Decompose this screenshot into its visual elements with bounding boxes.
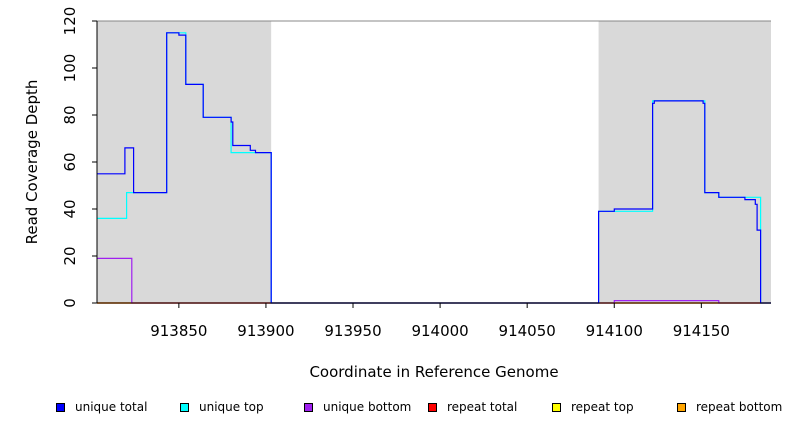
legend-swatch (180, 402, 189, 412)
legend-item-unique-top: unique top (180, 400, 264, 414)
y-tick-label: 120 (61, 7, 79, 36)
x-tick-label: 914050 (499, 322, 556, 340)
legend-label: repeat top (571, 400, 634, 414)
x-tick-label: 913950 (324, 322, 381, 340)
legend: unique total unique top unique bottom repea… (0, 400, 792, 418)
legend-swatch (428, 402, 437, 412)
coverage-chart: 0 20 40 60 80 100 120 913850 913900 913950 914000 9… (23, 7, 771, 381)
y-tick-label: 60 (61, 152, 79, 171)
legend-item-unique-total: unique total (56, 400, 147, 414)
legend-swatch (56, 402, 65, 412)
y-tick-label: 100 (61, 54, 79, 83)
legend-item-repeat-top: repeat top (552, 400, 634, 414)
legend-swatch (552, 402, 561, 412)
shaded-region-1 (598, 21, 771, 303)
shaded-region-0 (97, 21, 272, 303)
legend-label: unique top (199, 400, 264, 414)
legend-label: repeat bottom (696, 400, 783, 414)
legend-label: unique bottom (323, 400, 412, 414)
x-tick-label: 914150 (673, 322, 730, 340)
x-tick-label: 914100 (586, 322, 643, 340)
x-tick-label: 914000 (411, 322, 468, 340)
y-tick-label: 80 (61, 105, 79, 124)
legend-swatch (677, 402, 686, 412)
legend-label: unique total (75, 400, 148, 414)
legend-item-repeat-total: repeat total (428, 400, 517, 414)
y-axis-label: Read Coverage Depth (23, 80, 41, 245)
x-tick-label: 913850 (150, 322, 207, 340)
x-axis-label: Coordinate in Reference Genome (309, 363, 558, 381)
legend-swatch (304, 402, 313, 412)
legend-item-repeat-bottom: repeat bottom (677, 400, 782, 414)
legend-item-unique-bottom: unique bottom (304, 400, 411, 414)
x-tick-label: 913900 (237, 322, 294, 340)
y-tick-label: 20 (61, 246, 79, 265)
legend-label: repeat total (447, 400, 518, 414)
y-tick-label: 0 (61, 298, 79, 308)
y-tick-label: 40 (61, 199, 79, 218)
